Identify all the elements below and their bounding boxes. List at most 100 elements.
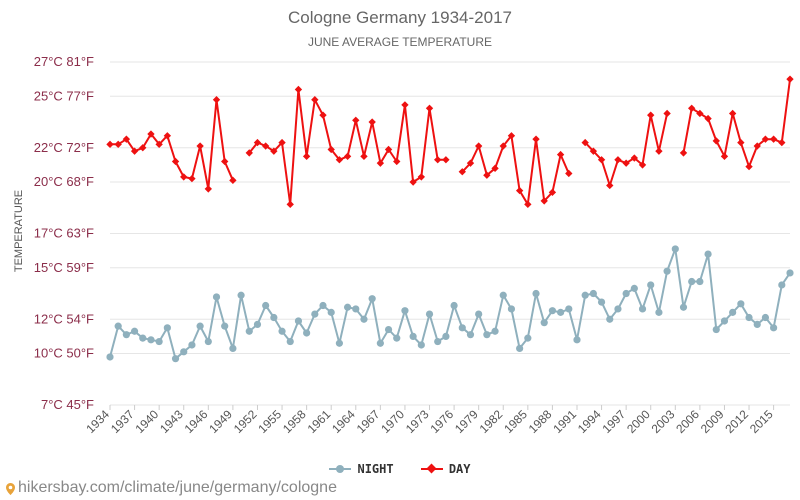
- day-data-point: [728, 109, 737, 118]
- footer-link[interactable]: hikersbay.com/climate/june/germany/colog…: [6, 479, 337, 497]
- night-data-point: [688, 277, 696, 286]
- day-data-point: [425, 104, 434, 112]
- night-data-point: [597, 298, 606, 306]
- day-series-line: [248, 88, 446, 206]
- day-data-point: [401, 101, 409, 109]
- day-data-point: [483, 171, 491, 179]
- x-tick-label: 1973: [403, 407, 432, 436]
- day-data-point: [614, 156, 622, 164]
- day-data-point: [368, 118, 376, 126]
- x-tick-label: 1955: [255, 407, 284, 436]
- x-tick-label: 1943: [157, 407, 186, 436]
- x-tick-label: 1940: [132, 407, 161, 436]
- night-data-point: [737, 300, 745, 308]
- day-data-point: [606, 181, 614, 190]
- day-data-point: [491, 164, 499, 173]
- legend-label-night: NIGHT: [357, 462, 394, 476]
- day-data-point: [753, 142, 761, 150]
- night-data-point: [221, 322, 229, 330]
- night-data-point: [581, 291, 589, 299]
- night-data-point: [663, 267, 671, 275]
- x-tick-label: 2003: [649, 407, 678, 436]
- night-data-point: [483, 331, 491, 339]
- night-data-point: [188, 341, 196, 349]
- chart-legend: NIGHT DAY: [0, 462, 800, 478]
- y-tick-label: 7°C 45°F: [41, 397, 94, 412]
- x-tick-label: 1988: [526, 407, 555, 436]
- night-data-point: [417, 341, 425, 349]
- night-data-point: [384, 325, 393, 334]
- night-data-point: [573, 336, 581, 344]
- map-pin-icon: [6, 482, 15, 495]
- x-tick-label: 2009: [698, 407, 727, 436]
- night-data-point: [696, 277, 704, 286]
- night-data-point: [679, 303, 688, 311]
- legend-label-day: DAY: [448, 462, 471, 476]
- y-tick-label: 22°C 72°F: [34, 140, 94, 155]
- night-data-point: [229, 344, 237, 353]
- day-data-point: [499, 142, 507, 150]
- chart-title: Cologne Germany 1934-2017: [288, 8, 512, 27]
- day-data-point: [720, 152, 729, 161]
- night-data-point: [196, 322, 204, 330]
- night-data-point: [458, 324, 466, 332]
- night-data-point: [114, 322, 122, 330]
- x-tick-label: 1994: [575, 407, 604, 436]
- day-data-point: [655, 147, 663, 155]
- night-data-point: [270, 313, 278, 322]
- y-tick-label: 25°C 77°F: [34, 88, 94, 103]
- night-data-point: [778, 281, 786, 289]
- night-data-point: [245, 327, 253, 335]
- x-tick-label: 2012: [722, 407, 751, 436]
- night-data-point: [507, 305, 516, 313]
- day-data-point: [556, 150, 565, 159]
- night-data-point: [720, 317, 729, 325]
- day-data-point: [302, 152, 311, 161]
- night-data-point: [638, 305, 647, 313]
- y-tick-label: 15°C 59°F: [34, 260, 94, 275]
- day-data-point: [769, 135, 778, 143]
- footer-url: hikersbay.com/climate/june/germany/colog…: [18, 479, 337, 496]
- night-data-point: [343, 303, 352, 311]
- x-tick-label: 1937: [108, 407, 137, 436]
- day-data-point: [294, 85, 303, 94]
- night-data-point: [434, 337, 442, 346]
- day-data-point: [155, 140, 163, 148]
- day-data-point: [335, 156, 344, 164]
- x-tick-label: 1976: [427, 407, 456, 436]
- y-tick-label: 10°C 50°F: [34, 346, 94, 361]
- x-tick-label: 1985: [501, 407, 530, 436]
- day-data-point: [343, 152, 352, 161]
- x-tick-label: 2006: [673, 407, 702, 436]
- night-data-point: [262, 301, 270, 310]
- day-data-point: [139, 144, 147, 152]
- day-data-point: [737, 138, 745, 147]
- night-data-point: [286, 337, 294, 346]
- day-data-point: [106, 140, 114, 148]
- night-data-point: [335, 339, 343, 347]
- day-data-point: [114, 140, 122, 148]
- day-data-point: [688, 104, 696, 112]
- night-data-point: [319, 301, 327, 310]
- night-data-point: [745, 313, 753, 322]
- day-data-point: [507, 132, 516, 140]
- night-data-point: [376, 339, 384, 347]
- night-data-point: [540, 319, 548, 327]
- day-data-point: [261, 142, 270, 150]
- day-data-point: [360, 152, 368, 161]
- night-data-point: [352, 305, 360, 313]
- night-data-point: [130, 327, 139, 335]
- legend-item-night[interactable]: NIGHT: [329, 462, 394, 476]
- night-data-point: [630, 284, 638, 292]
- legend-item-day[interactable]: DAY: [420, 462, 471, 476]
- day-data-point: [442, 156, 450, 164]
- day-data-point: [171, 157, 180, 166]
- night-data-point: [475, 310, 483, 318]
- day-data-point: [393, 157, 401, 166]
- x-tick-label: 2000: [624, 407, 653, 436]
- x-tick-label: 1961: [305, 407, 334, 436]
- night-data-point: [532, 289, 540, 298]
- y-tick-label: 17°C 63°F: [34, 226, 94, 241]
- day-data-point: [286, 200, 294, 209]
- day-data-point: [122, 135, 131, 143]
